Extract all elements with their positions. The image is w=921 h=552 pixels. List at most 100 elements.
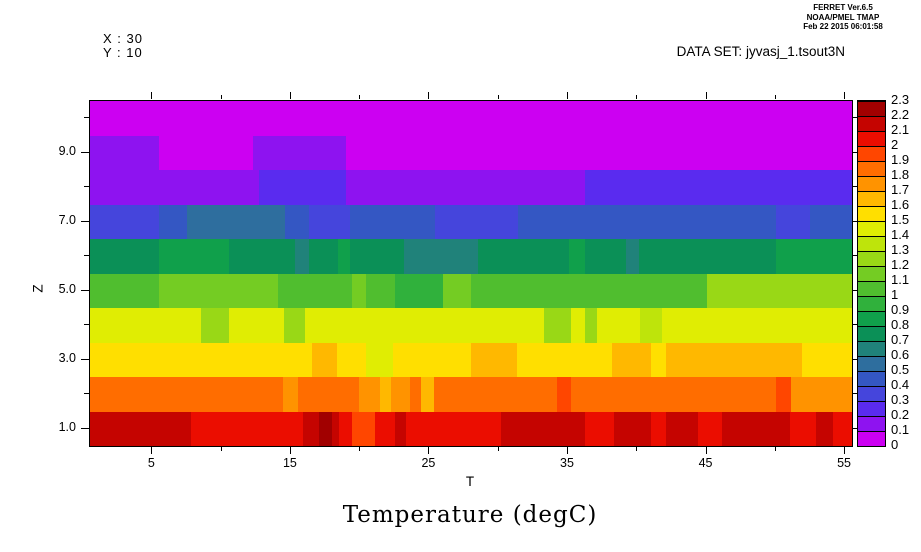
heatmap-cell-run	[556, 377, 572, 412]
heatmap-cell-run	[443, 273, 472, 309]
axis-tick	[84, 255, 89, 257]
heatmap-cell-run	[584, 239, 627, 274]
heatmap-cell-run	[775, 377, 792, 412]
heatmap-cell-run	[394, 411, 407, 446]
axis-tick	[636, 95, 638, 99]
axis-tick	[853, 151, 858, 153]
y-tick-label: 3.0	[58, 350, 76, 365]
axis-tick	[497, 95, 499, 99]
heatmap-cell-run	[421, 377, 435, 412]
colorbar-cell	[858, 416, 885, 431]
colorbar-cell	[858, 206, 885, 221]
y-tick-label: 9.0	[58, 143, 76, 158]
heatmap-cell-run	[393, 342, 472, 378]
axis-tick	[220, 95, 222, 99]
heatmap-cell-run	[544, 308, 572, 343]
axis-tick	[853, 220, 858, 222]
colorbar-tick-label: 1.4	[891, 227, 910, 242]
heatmap-cells	[90, 101, 852, 446]
heatmap-cell-run	[802, 342, 852, 378]
axis-tick	[428, 92, 430, 99]
provenance-timestamp: Feb 22 2015 06:01:58	[803, 22, 883, 32]
colorbar-tick-label: 2	[891, 137, 899, 152]
provenance-org: NOAA/PMEL TMAP	[806, 12, 880, 22]
colorbar-cell	[858, 191, 885, 206]
heatmap-cell-run	[471, 342, 518, 378]
heatmap-cell-run	[365, 273, 396, 309]
heatmap-cell-run	[612, 342, 652, 378]
heatmap-cell-run	[159, 204, 188, 240]
axis-tick	[428, 447, 430, 454]
heatmap-cell-run	[318, 411, 333, 446]
axis-tick	[853, 255, 857, 257]
x-tick-label: 35	[560, 456, 574, 470]
colorbar-tick-label: 2.3	[891, 92, 910, 107]
heatmap-cell-run	[90, 411, 192, 446]
heatmap-cell-run	[336, 342, 367, 378]
axis-tick	[853, 117, 857, 119]
heatmap-cell-run	[518, 204, 777, 240]
heatmap-cell-run	[351, 411, 376, 446]
heatmap-cell-run	[339, 411, 353, 446]
y-tick-label: 7.0	[58, 212, 76, 227]
colorbar-cell	[858, 431, 885, 446]
colorbar-tick-label: 0.7	[891, 332, 910, 347]
x-tick-label: 55	[837, 456, 852, 470]
colorbar-tick-label: 0.9	[891, 302, 910, 317]
colorbar-tick-label: 0.5	[891, 362, 910, 377]
axis-tick	[81, 220, 89, 222]
x-axis-label: T	[465, 474, 475, 489]
axis-tick	[84, 393, 89, 395]
colorbar-cell	[858, 311, 885, 326]
heatmap-cell-run	[651, 342, 667, 378]
heatmap-cell-run	[379, 377, 392, 412]
heatmap-cell-run	[516, 342, 613, 378]
axis-tick	[289, 92, 291, 99]
colorbar-cell	[858, 161, 885, 176]
colorbar-tick-label: 0	[891, 437, 899, 452]
axis-tick	[853, 393, 857, 395]
axis-tick	[84, 324, 89, 326]
heatmap-cell-run	[253, 135, 347, 171]
heatmap-cell-run	[405, 411, 502, 446]
colorbar-tick-label: 0.3	[891, 392, 910, 407]
heatmap-cell-run	[570, 308, 586, 343]
heatmap-cell-run	[390, 377, 411, 412]
heatmap-cell-run	[775, 204, 811, 240]
heatmap-cell-run	[638, 239, 777, 274]
heatmap-cell-run	[698, 411, 723, 446]
axis-tick	[497, 447, 499, 451]
axis-tick	[84, 186, 89, 188]
heatmap-cell-run	[191, 411, 304, 446]
heatmap-cell-run	[404, 239, 479, 274]
axis-tick	[359, 447, 361, 451]
heatmap-cell-run	[501, 411, 586, 446]
heatmap-cell-run	[666, 342, 803, 378]
colorbar-tick-label: 2.1	[891, 122, 910, 137]
colorbar-tick-label: 1.1	[891, 272, 910, 287]
heatmap-cell-run	[228, 308, 285, 343]
colorbar-tick-label: 1.3	[891, 242, 910, 257]
colorbar-cell	[858, 356, 885, 371]
colorbar-tick-label: 1	[891, 287, 899, 302]
heatmap-cell-run	[358, 377, 381, 412]
heatmap-cell-run	[308, 204, 351, 240]
heatmap-cell-run	[90, 204, 160, 240]
colorbar-cell	[858, 296, 885, 311]
heatmap-cell-run	[775, 239, 852, 274]
heatmap-cell-run	[365, 342, 394, 378]
heatmap-cell-run	[90, 135, 160, 171]
heatmap-cell-run	[666, 411, 699, 446]
heatmap-cell-run	[159, 273, 279, 309]
heatmap-cell-run	[186, 204, 286, 240]
colorbar-tick-label: 1.9	[891, 152, 910, 167]
y-tick-label: 1.0	[58, 419, 76, 434]
x-tick-label: 15	[282, 456, 297, 470]
axis-tick	[853, 427, 858, 429]
heatmap-cell-run	[584, 308, 598, 343]
heatmap-cell-run	[569, 239, 586, 274]
colorbar-cell	[858, 176, 885, 191]
colorbar-tick-label: 1.7	[891, 182, 910, 197]
heatmap-cell-run	[159, 135, 254, 171]
heatmap-cell-run	[90, 273, 160, 309]
